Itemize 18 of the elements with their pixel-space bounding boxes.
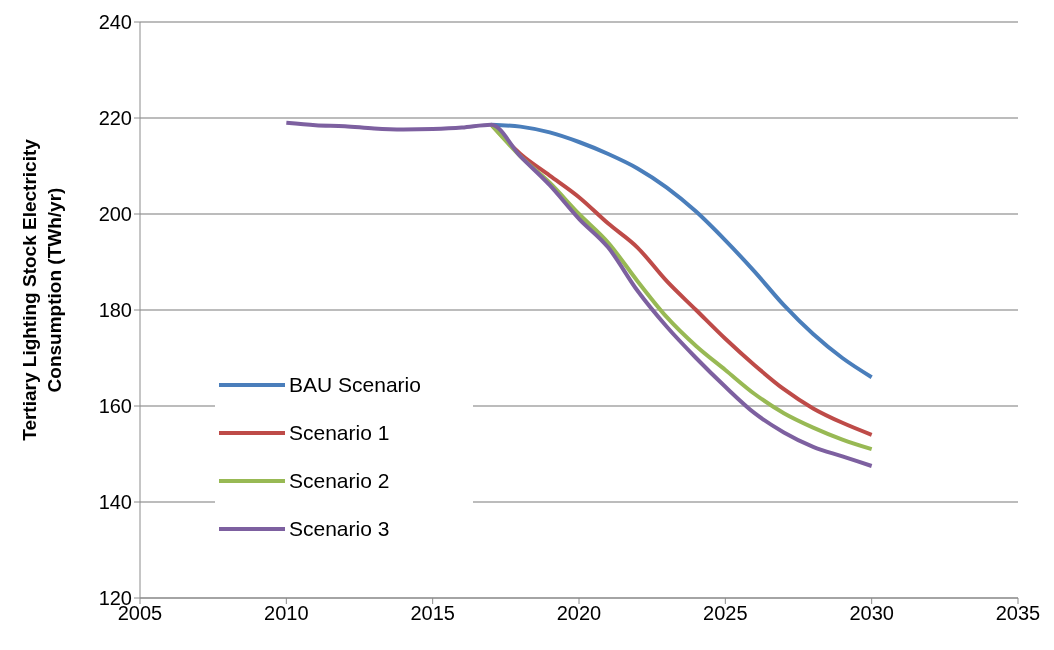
x-tick-label: 2030 [849,602,894,625]
y-tick-label: 240 [98,11,132,34]
y-tick-label: 180 [98,299,132,322]
line-series [284,120,874,468]
y-axis-title: Tertiary Lighting Stock Electricity Consumption (TWh/yr) [19,138,65,441]
legend-label: Scenario 2 [289,469,390,493]
legend-label: Scenario 1 [289,421,390,445]
y-tick-label: 140 [98,491,132,514]
legend-label: Scenario 3 [289,517,390,541]
x-tick-label: 2035 [995,602,1041,625]
legend-label: BAU Scenario [289,373,421,397]
y-tick-label: 200 [98,203,132,226]
x-tick-label: 2010 [264,602,309,625]
x-tick-label: 2020 [556,602,602,625]
x-tick-label: 2015 [410,602,455,625]
y-tick-label: 220 [98,107,132,130]
x-tick-label: 2025 [703,602,748,625]
y-tick-label: 160 [98,395,132,418]
